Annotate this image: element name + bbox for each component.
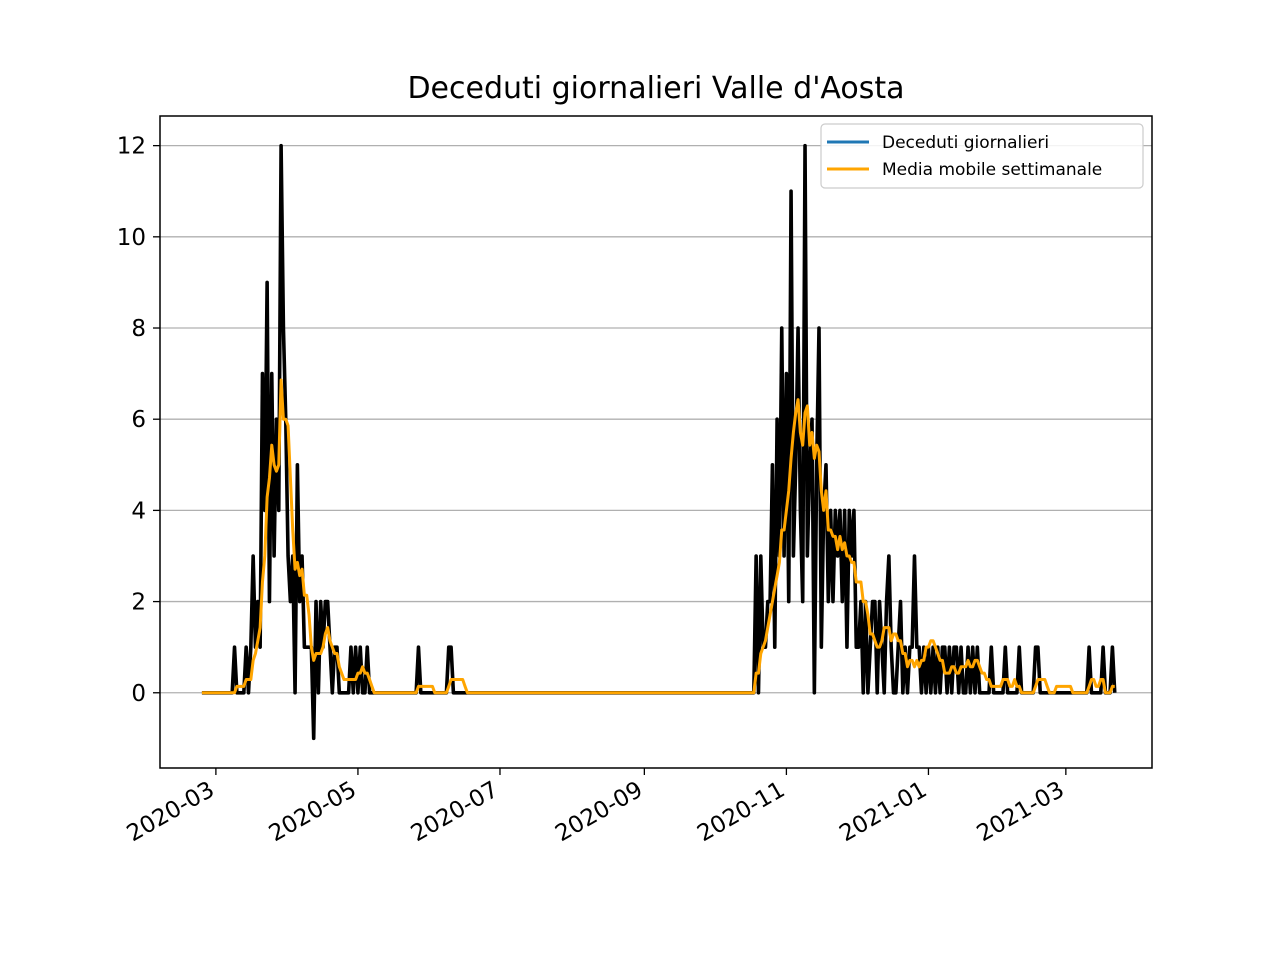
x-tick-label-5: 2021-01 — [835, 777, 931, 848]
series-deceduti-giornalieri — [201, 143, 1117, 741]
y-tick-label-6: 12 — [117, 134, 146, 160]
y-tick-label-3: 6 — [131, 407, 146, 433]
x-axis: 2020-03 2020-05 2020-07 2020-09 2020-11 2021-… — [123, 768, 1069, 847]
y-tick-label-1: 2 — [131, 590, 146, 616]
chart-title: Deceduti giornalieri Valle d'Aosta — [407, 71, 904, 106]
x-tick-label-4: 2020-11 — [693, 777, 789, 848]
x-tick-label-6: 2021-03 — [973, 777, 1069, 848]
legend-label-media-mobile: Media mobile settimanale — [882, 160, 1102, 180]
y-axis: 0 2 4 6 8 10 12 — [117, 134, 160, 707]
y-tick-label-2: 4 — [131, 498, 146, 524]
x-tick-label-2: 2020-07 — [407, 777, 503, 848]
legend-label-deceduti: Deceduti giornalieri — [882, 133, 1049, 153]
series-media-mobile-settimanale — [201, 378, 1115, 695]
x-tick-label-3: 2020-09 — [551, 777, 647, 848]
x-tick-label-1: 2020-05 — [265, 777, 361, 848]
legend-box — [820, 123, 1144, 189]
x-tick-label-0: 2020-03 — [123, 777, 219, 848]
y-tick-label-4: 8 — [131, 316, 146, 342]
plot-frame — [159, 115, 1153, 769]
y-tick-label-5: 10 — [117, 225, 146, 251]
y-tick-label-0: 0 — [131, 681, 146, 707]
series-layer — [201, 143, 1117, 741]
legend: Deceduti giornalieri Media mobile settim… — [820, 123, 1144, 189]
